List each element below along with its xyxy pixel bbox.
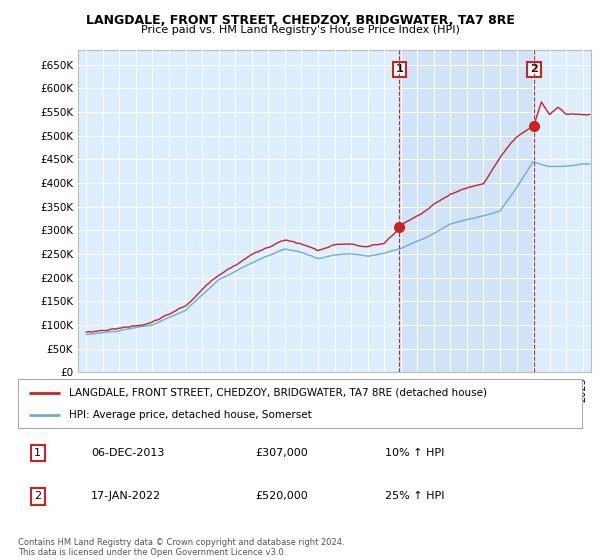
Text: Contains HM Land Registry data © Crown copyright and database right 2024.
This d: Contains HM Land Registry data © Crown c… — [18, 538, 344, 557]
Text: 10% ↑ HPI: 10% ↑ HPI — [385, 448, 444, 458]
Text: 06-DEC-2013: 06-DEC-2013 — [91, 448, 164, 458]
Text: £520,000: £520,000 — [255, 492, 308, 502]
Text: 25% ↑ HPI: 25% ↑ HPI — [385, 492, 444, 502]
Text: LANGDALE, FRONT STREET, CHEDZOY, BRIDGWATER, TA7 8RE: LANGDALE, FRONT STREET, CHEDZOY, BRIDGWA… — [86, 14, 514, 27]
Text: 1: 1 — [34, 448, 41, 458]
Text: HPI: Average price, detached house, Somerset: HPI: Average price, detached house, Some… — [69, 409, 311, 419]
Text: 17-JAN-2022: 17-JAN-2022 — [91, 492, 161, 502]
Text: 2: 2 — [530, 64, 538, 74]
Text: 1: 1 — [395, 64, 403, 74]
Text: LANGDALE, FRONT STREET, CHEDZOY, BRIDGWATER, TA7 8RE (detached house): LANGDALE, FRONT STREET, CHEDZOY, BRIDGWA… — [69, 388, 487, 398]
Bar — [400, 50, 534, 372]
Text: 2: 2 — [34, 492, 41, 502]
Text: £307,000: £307,000 — [255, 448, 308, 458]
Text: Price paid vs. HM Land Registry's House Price Index (HPI): Price paid vs. HM Land Registry's House … — [140, 25, 460, 35]
